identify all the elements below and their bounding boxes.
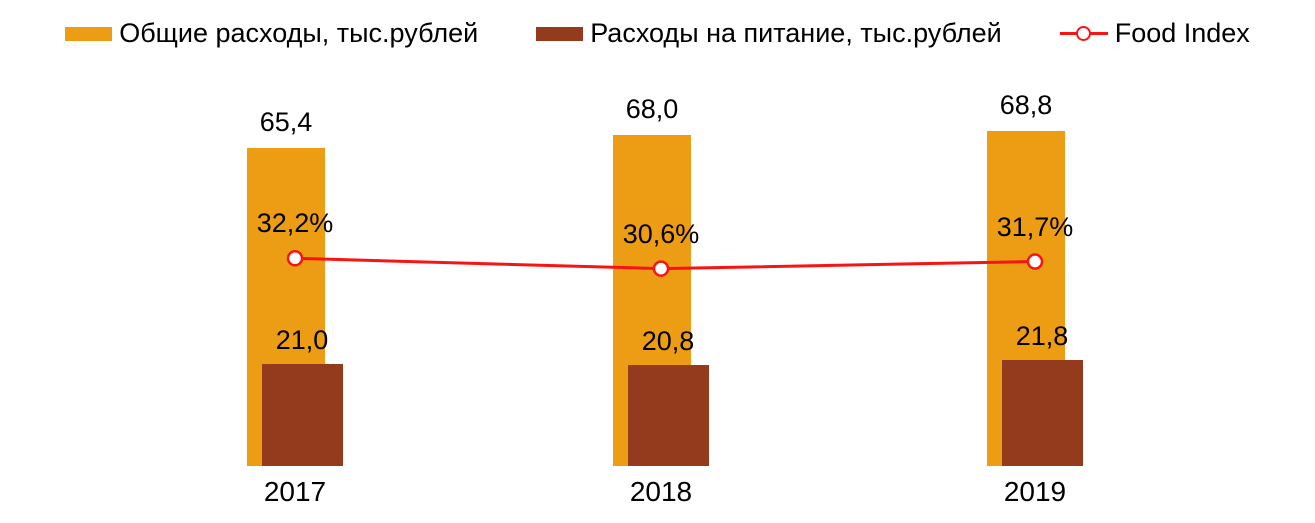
bar-food-2018 xyxy=(628,364,709,466)
legend-item-food-index: Food Index xyxy=(1059,18,1250,49)
legend-label: Общие расходы, тыс.рублей xyxy=(119,18,479,48)
food-index-label-2017: 32,2% xyxy=(256,208,334,239)
legend-item-food-expenses: Расходы на питание, тыс.рублей xyxy=(536,18,1002,49)
legend-item-total-expenses: Общие расходы, тыс.рублей xyxy=(65,18,478,49)
chart-legend: Общие расходы, тыс.рублей Расходы на пита… xyxy=(0,18,1315,49)
category-label-2018: 2018 xyxy=(629,476,693,507)
bar-food-2017 xyxy=(262,363,343,466)
food-value-label-2019: 21,8 xyxy=(1015,320,1069,351)
line-marker-legend-icon xyxy=(1059,25,1108,43)
category-label-2019: 2019 xyxy=(1003,476,1067,507)
food-index-label-2018: 30,6% xyxy=(622,218,700,249)
food-value-label-2017: 21,0 xyxy=(275,324,329,355)
bar-swatch-icon xyxy=(536,26,584,41)
category-label-2017: 2017 xyxy=(263,476,327,507)
food-index-label-2019: 31,7% xyxy=(996,211,1074,242)
total-value-label-2019: 68,8 xyxy=(999,90,1053,121)
food-value-label-2018: 20,8 xyxy=(641,325,695,356)
legend-label: Food Index xyxy=(1114,18,1250,48)
bar-food-2019 xyxy=(1002,359,1083,466)
bar-swatch-icon xyxy=(65,26,113,41)
total-value-label-2018: 68,0 xyxy=(625,93,679,124)
legend-label: Расходы на питание, тыс.рублей xyxy=(590,18,1002,48)
total-value-label-2017: 65,4 xyxy=(259,106,313,137)
